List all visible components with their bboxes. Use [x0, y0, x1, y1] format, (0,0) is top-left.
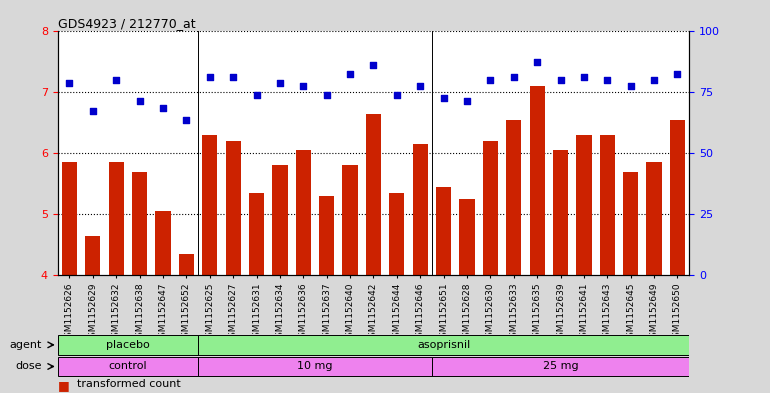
Bar — [156, 211, 171, 275]
Text: GDS4923 / 212770_at: GDS4923 / 212770_at — [58, 17, 196, 30]
Bar — [109, 162, 124, 275]
Bar — [62, 162, 77, 275]
Bar — [203, 135, 217, 275]
Point — [367, 62, 380, 68]
Point — [227, 74, 239, 80]
Bar — [600, 135, 615, 275]
Point — [63, 80, 75, 86]
Bar — [670, 120, 685, 275]
Point — [274, 80, 286, 86]
Point — [297, 83, 310, 89]
Bar — [506, 120, 521, 275]
Point — [250, 92, 263, 99]
Point — [460, 98, 473, 105]
Point — [437, 95, 450, 101]
Point — [554, 77, 567, 83]
Text: ■: ■ — [58, 379, 69, 392]
Bar — [436, 187, 451, 275]
Bar — [530, 86, 544, 275]
Point — [578, 74, 590, 80]
Point — [87, 107, 99, 114]
Text: 10 mg: 10 mg — [297, 362, 333, 371]
Bar — [249, 193, 264, 275]
Point — [414, 83, 427, 89]
Bar — [273, 165, 287, 275]
Point — [531, 59, 544, 65]
Text: dose: dose — [15, 362, 42, 371]
Point — [203, 74, 216, 80]
Point — [133, 98, 146, 105]
Bar — [85, 235, 100, 275]
Bar — [58, 357, 198, 376]
Text: agent: agent — [9, 340, 42, 350]
Bar — [366, 114, 381, 275]
Point — [320, 92, 333, 99]
Point — [110, 77, 122, 83]
Bar — [623, 171, 638, 275]
Bar — [343, 165, 357, 275]
Bar — [58, 335, 198, 354]
Bar — [460, 199, 474, 275]
Point — [344, 71, 357, 77]
Bar — [413, 144, 428, 275]
Point — [624, 83, 637, 89]
Bar — [226, 141, 241, 275]
Point — [671, 71, 684, 77]
Bar — [483, 141, 498, 275]
Bar — [553, 150, 568, 275]
Point — [507, 74, 520, 80]
Bar — [647, 162, 661, 275]
Point — [180, 117, 192, 123]
Text: placebo: placebo — [106, 340, 150, 350]
Text: 25 mg: 25 mg — [543, 362, 578, 371]
Bar — [198, 357, 432, 376]
Text: transformed count: transformed count — [77, 379, 181, 389]
Bar — [319, 196, 334, 275]
Bar — [132, 171, 147, 275]
Bar — [432, 357, 689, 376]
Bar — [576, 135, 591, 275]
Bar — [198, 335, 689, 354]
Text: asoprisnil: asoprisnil — [417, 340, 470, 350]
Bar — [179, 254, 194, 275]
Bar — [296, 150, 311, 275]
Point — [157, 105, 169, 111]
Point — [484, 77, 497, 83]
Bar — [389, 193, 404, 275]
Point — [648, 77, 660, 83]
Point — [390, 92, 403, 99]
Point — [601, 77, 614, 83]
Text: control: control — [109, 362, 147, 371]
